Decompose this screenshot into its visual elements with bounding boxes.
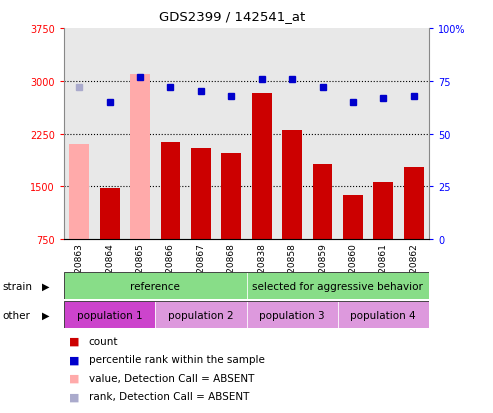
Bar — [246, 301, 338, 328]
Text: value, Detection Call = ABSENT: value, Detection Call = ABSENT — [89, 373, 254, 383]
Text: other: other — [2, 310, 31, 320]
Text: population 2: population 2 — [168, 310, 234, 320]
Text: ■: ■ — [69, 392, 79, 401]
Bar — [246, 273, 429, 299]
Bar — [130, 75, 150, 240]
Bar — [161, 142, 180, 240]
Text: population 4: population 4 — [351, 310, 416, 320]
Bar — [64, 301, 155, 328]
Bar — [64, 273, 246, 299]
Text: rank, Detection Call = ABSENT: rank, Detection Call = ABSENT — [89, 392, 249, 401]
Text: ▶: ▶ — [42, 281, 49, 291]
Bar — [100, 188, 120, 240]
Bar — [404, 167, 423, 240]
Text: strain: strain — [2, 281, 33, 291]
Text: percentile rank within the sample: percentile rank within the sample — [89, 354, 265, 364]
Bar — [70, 145, 89, 240]
Bar — [191, 148, 211, 240]
Text: ■: ■ — [69, 354, 79, 364]
Bar — [282, 131, 302, 240]
Text: selected for aggressive behavior: selected for aggressive behavior — [252, 281, 423, 291]
Text: ▶: ▶ — [42, 310, 49, 320]
Text: GDS2399 / 142541_at: GDS2399 / 142541_at — [159, 10, 305, 23]
Text: population 3: population 3 — [259, 310, 325, 320]
Text: count: count — [89, 336, 118, 346]
Text: reference: reference — [130, 281, 180, 291]
Text: ■: ■ — [69, 373, 79, 383]
Bar — [338, 301, 429, 328]
Bar — [373, 183, 393, 240]
Text: population 1: population 1 — [77, 310, 142, 320]
Bar — [252, 94, 272, 240]
Bar — [155, 301, 246, 328]
Bar — [343, 195, 363, 240]
Bar — [221, 154, 241, 240]
Text: ■: ■ — [69, 336, 79, 346]
Bar — [313, 164, 332, 240]
